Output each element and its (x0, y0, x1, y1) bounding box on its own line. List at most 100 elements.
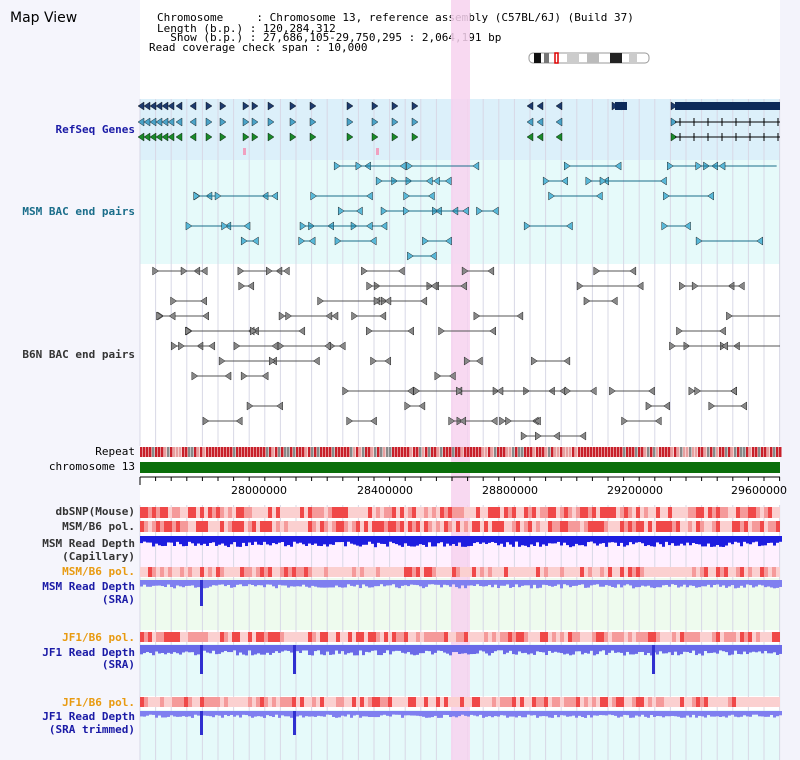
msm-bac-track-label[interactable]: MSM BAC end pairs (22, 205, 135, 218)
b6n-pair-end (473, 311, 481, 321)
chromosome-ideogram[interactable] (527, 51, 653, 65)
pol-cell (140, 697, 144, 707)
repeat-block (635, 447, 638, 457)
pol-cell (640, 521, 644, 532)
b6n-bac-features[interactable] (152, 266, 780, 441)
pol-cell (424, 521, 428, 532)
pol-cell (736, 567, 740, 577)
depth-bar (671, 580, 674, 585)
depth-bar (230, 645, 233, 653)
pol-cell (364, 521, 368, 532)
jf1-b6-pol-label[interactable]: JF1/B6 pol. (62, 631, 135, 644)
depth-bar (407, 580, 410, 587)
repeat-block (248, 447, 251, 457)
depth-bar (704, 580, 707, 587)
pol-cell (292, 632, 296, 642)
depth-bar (692, 580, 695, 586)
depth-bar (446, 711, 449, 716)
b6n-bac-track-label[interactable]: B6N BAC end pairs (22, 348, 135, 361)
pol-cell (512, 521, 516, 532)
pol-cell (316, 521, 320, 532)
msm-pair-end (299, 221, 307, 231)
depth-bar (542, 711, 545, 717)
pol-cell (668, 507, 672, 518)
depth-bar (146, 711, 149, 716)
pol-cell (636, 521, 640, 532)
repeat-block (722, 447, 725, 457)
depth-bar (146, 580, 149, 587)
depth-bar (188, 580, 191, 586)
b6n-pair-end (434, 371, 442, 381)
pol-cell (500, 632, 504, 642)
pol-cell (324, 507, 328, 518)
b6n-pair-end (648, 386, 655, 396)
pol-cell (316, 697, 320, 707)
depth-bar (542, 645, 545, 653)
depth-bar (665, 580, 668, 585)
repeat-block (389, 447, 392, 457)
pol-cell (172, 697, 176, 707)
depth-bar (185, 580, 188, 586)
b6n-pair-end (361, 266, 368, 276)
msm-b6-pol-sra-label[interactable]: MSM/B6 pol. (62, 565, 135, 578)
depth-bar (341, 645, 344, 652)
pol-cell (556, 632, 560, 642)
jf1-b6-pol-trim-label[interactable]: JF1/B6 pol. (62, 696, 135, 709)
pol-cell (772, 507, 776, 518)
pol-cell (616, 567, 620, 577)
pol-cell (264, 567, 268, 577)
pol-cell (204, 507, 208, 518)
b6n-pair-end (285, 311, 292, 321)
depth-bar (563, 536, 566, 543)
pol-cell (412, 521, 416, 532)
msm-pair-end (333, 161, 341, 171)
depth-bar (662, 536, 665, 547)
repeat-block (272, 447, 275, 457)
depth-bar (431, 580, 434, 585)
pol-cell (216, 632, 220, 642)
dbsnp-track-label[interactable]: dbSNP(Mouse) (55, 505, 135, 518)
pol-cell (420, 521, 424, 532)
msm-bac-features[interactable] (185, 161, 777, 261)
pol-cell (748, 697, 752, 707)
pol-cell (432, 567, 436, 577)
depth-bar (680, 536, 683, 544)
depth-bar (545, 536, 548, 546)
msm-depth-cap-label-1[interactable]: MSM Read Depth (42, 537, 135, 550)
depth-bar (149, 711, 152, 715)
jf1-depth-trim-label-1[interactable]: JF1 Read Depth (42, 710, 135, 723)
msm-depth-sra-label-1[interactable]: MSM Read Depth (42, 580, 135, 593)
repeat-block (776, 447, 779, 457)
pol-cell (392, 567, 396, 577)
refseq-gene-features[interactable] (137, 101, 780, 155)
b6n-pair-end (456, 386, 463, 396)
pol-cell (280, 507, 284, 518)
pol-cell (768, 697, 772, 707)
repeat-block (599, 447, 602, 457)
repeat-block (770, 447, 773, 457)
pol-cell (424, 567, 428, 577)
refseq-track-label[interactable]: RefSeq Genes (55, 123, 135, 136)
repeat-block (455, 447, 458, 457)
pol-cell (724, 632, 728, 642)
pol-cell (716, 507, 720, 518)
msm-pair-end (492, 206, 499, 216)
depth-bar (713, 580, 716, 585)
jf1-depth-sra-label-1[interactable]: JF1 Read Depth (42, 646, 135, 659)
pol-cell (280, 521, 284, 532)
depth-bar (350, 711, 353, 718)
pol-cell (168, 697, 172, 707)
depth-bar (413, 711, 416, 716)
msm-b6-pol-label[interactable]: MSM/B6 pol. (62, 520, 135, 533)
pol-cell (740, 507, 744, 518)
depth-bar (182, 580, 185, 588)
chromosome-bar[interactable] (140, 462, 780, 473)
depth-bar (197, 645, 200, 655)
pol-cell (200, 567, 204, 577)
b6n-pair-end (737, 281, 745, 291)
depth-bar (170, 645, 173, 654)
pol-cell (384, 567, 388, 577)
pol-cell (648, 507, 652, 518)
repeat-block (581, 447, 584, 457)
